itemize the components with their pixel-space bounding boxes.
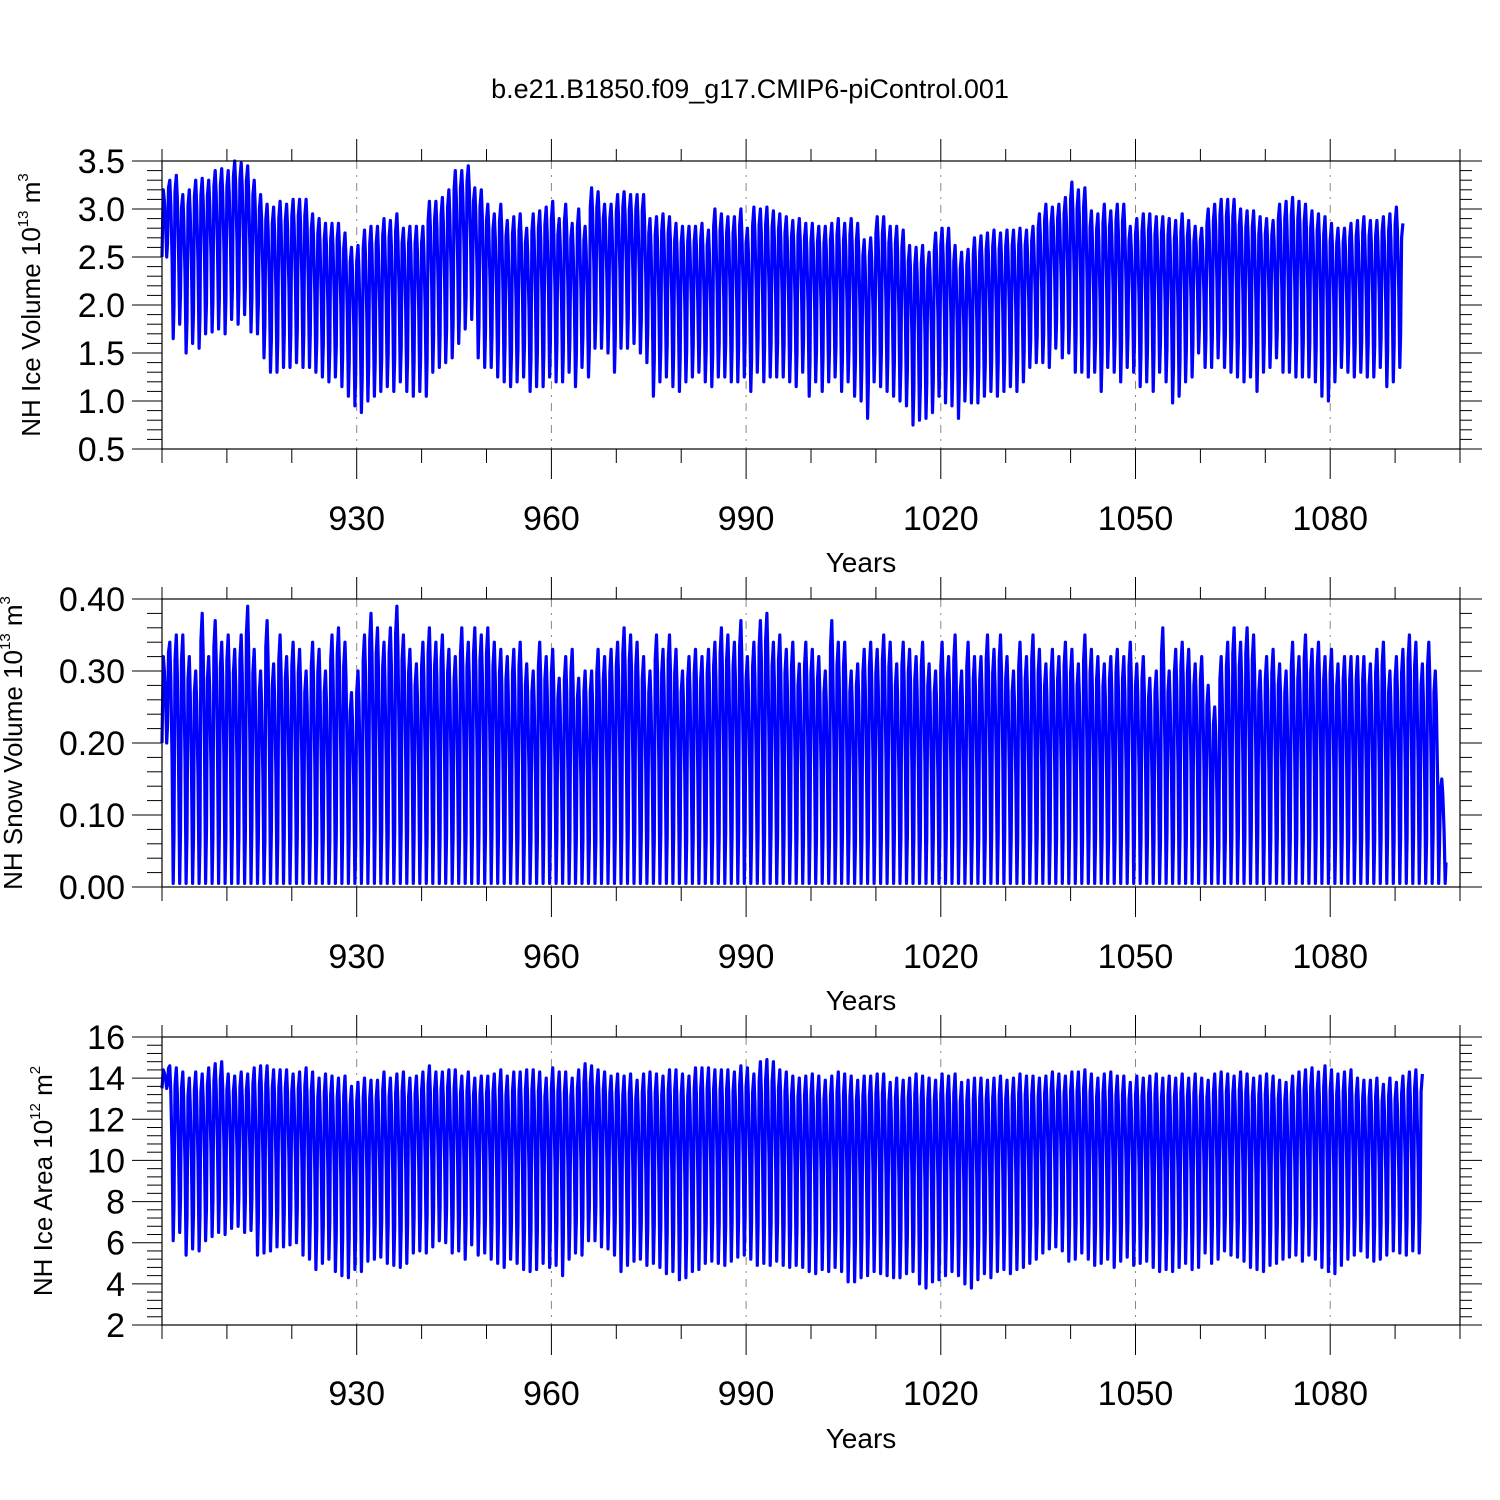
snow-volume-y-tick-label: 0.40 (59, 581, 125, 619)
ice-volume-y-tick-label: 2.0 (78, 287, 125, 325)
ice-volume-x-axis-label: Years (826, 547, 897, 578)
ice-volume-y-tick-label: 3.5 (78, 143, 125, 181)
snow-volume-panel: 0.00 0.10 0.20 0.30 0.40 930 960 990 1020 1050 108… (0, 577, 1482, 1016)
ice-volume-x-tick-label: 1080 (1292, 500, 1368, 538)
ice-volume-y-tick-label: 0.5 (78, 431, 125, 469)
snow-volume-y-tick-label: 0.10 (59, 797, 125, 835)
snow-volume-y-tick-label: 0.00 (59, 869, 125, 907)
snow-volume-x-tick-label: 1050 (1098, 938, 1174, 976)
ice-area-y-tick-label: 12 (87, 1101, 125, 1139)
ice-volume-y-axis-label: NH Ice Volume 1013 m3 (15, 173, 46, 436)
snow-volume-x-axis-label: Years (826, 985, 897, 1016)
ice-volume-y-tick-label: 2.5 (78, 239, 125, 277)
chart-title: b.e21.B1850.f09_g17.CMIP6-piControl.001 (491, 74, 1009, 104)
ice-area-y-tick-label: 14 (87, 1060, 125, 1098)
ice-volume-x-tick-label: 990 (718, 500, 775, 538)
ice-volume-y-tick-label: 3.0 (78, 191, 125, 229)
ice-area-x-axis-label: Years (826, 1423, 897, 1454)
snow-volume-x-tick-label: 990 (718, 938, 775, 976)
snow-volume-y-tick-label: 0.30 (59, 653, 125, 691)
ice-area-x-tick-label: 930 (328, 1375, 385, 1413)
ice-volume-y-tick-label: 1.5 (78, 335, 125, 373)
snow-volume-y-axis-label: NH Snow Volume 1013 m3 (0, 596, 28, 890)
snow-volume-series-line (160, 604, 1448, 886)
ice-area-y-tick-label: 4 (106, 1266, 125, 1304)
ice-area-y-tick-label: 6 (106, 1225, 125, 1263)
ice-volume-x-tick-label: 960 (523, 500, 580, 538)
ice-volume-x-tick-label: 930 (328, 500, 385, 538)
snow-volume-x-tick-label: 1020 (903, 938, 979, 976)
ice-area-series-line (160, 1057, 1424, 1290)
snow-volume-x-tick-label: 930 (328, 938, 385, 976)
snow-volume-x-tick-label: 960 (523, 938, 580, 976)
ice-area-y-tick-label: 10 (87, 1142, 125, 1180)
ice-area-x-tick-label: 990 (718, 1375, 775, 1413)
ice-area-y-axis-label: NH Ice Area 1012 m2 (27, 1066, 58, 1296)
ice-area-y-tick-label: 8 (106, 1184, 125, 1222)
ice-area-x-tick-label: 1080 (1292, 1375, 1368, 1413)
ice-area-x-tick-label: 1050 (1098, 1375, 1174, 1413)
snow-volume-x-tick-label: 1080 (1292, 938, 1368, 976)
ice-volume-panel: 0.5 1.0 1.5 2.0 2.5 3.0 3.5 930 960 990 1020 1050 10… (15, 139, 1482, 578)
ice-area-y-tick-label: 2 (106, 1307, 125, 1345)
ice-area-y-tick-label: 16 (87, 1019, 125, 1057)
snow-volume-y-tick-label: 0.20 (59, 725, 125, 763)
ice-area-x-tick-label: 960 (523, 1375, 580, 1413)
ice-volume-series-line (160, 159, 1405, 427)
ice-volume-x-tick-label: 1020 (903, 500, 979, 538)
ice-area-x-tick-label: 1020 (903, 1375, 979, 1413)
ice-volume-x-tick-label: 1050 (1098, 500, 1174, 538)
ice-volume-y-tick-label: 1.0 (78, 383, 125, 421)
